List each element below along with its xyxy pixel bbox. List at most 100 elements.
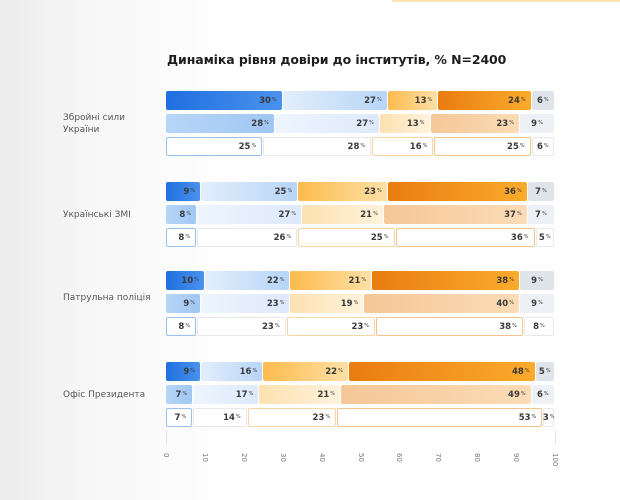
data-label: 9 — [531, 118, 538, 129]
bar-segment: 7% — [527, 182, 554, 201]
data-label: 27 — [356, 118, 369, 129]
data-label: 19 — [340, 298, 353, 309]
bar-segment: 22% — [263, 362, 348, 381]
data-label: 7 — [535, 209, 541, 220]
axis-edge-line — [555, 430, 556, 445]
data-label: 16 — [409, 141, 422, 152]
bar-segment: 16% — [201, 362, 263, 381]
bar-segment: 27% — [282, 91, 387, 110]
bar-segment: 16% — [372, 137, 434, 156]
data-label: 14 — [223, 412, 235, 423]
data-label: 26 — [273, 232, 286, 243]
percent-sign: % — [190, 299, 195, 306]
data-label: 25 — [274, 186, 287, 197]
percent-sign: % — [190, 367, 195, 374]
x-tick-label: 40 — [318, 453, 326, 462]
percent-sign: % — [286, 233, 292, 240]
chart-title: Динаміка рівня довіри до інститутів, % N… — [167, 52, 507, 67]
data-label: 24 — [508, 95, 520, 106]
bar-segment: 53% — [337, 408, 543, 427]
data-label: 6 — [536, 95, 543, 106]
bar-segment: 6% — [531, 385, 554, 404]
data-label: 6 — [536, 141, 543, 152]
bar-segment: 38% — [376, 317, 523, 336]
group-label: Українські ЗМІ — [63, 210, 131, 220]
data-label: 53 — [518, 412, 531, 423]
bar-segment: 23% — [298, 182, 387, 201]
percent-sign: % — [538, 299, 543, 306]
percent-sign: % — [509, 276, 514, 283]
bar-segment: 21% — [302, 205, 383, 224]
data-label: 28 — [347, 141, 360, 152]
percent-sign: % — [274, 322, 280, 329]
percent-sign: % — [541, 210, 547, 217]
bar-segment: 27% — [197, 205, 302, 224]
bar-segment: 9% — [519, 294, 554, 313]
x-tick-label: 20 — [240, 453, 248, 462]
data-label: 21 — [360, 209, 373, 220]
bar-segment: 10% — [166, 271, 204, 290]
percent-sign: % — [271, 96, 277, 103]
bar-segment: 27% — [274, 114, 379, 133]
percent-sign: % — [545, 367, 551, 374]
percent-sign: % — [330, 390, 336, 397]
x-tick-label: 80 — [473, 453, 481, 462]
bar-segment: 21% — [290, 271, 372, 290]
bar-segment: 23% — [430, 114, 519, 133]
data-label: 38 — [496, 275, 509, 286]
percent-sign: % — [509, 119, 514, 126]
x-tick-label: 50 — [357, 453, 365, 462]
bar-segment: 8% — [166, 317, 197, 336]
bar-segment: 21% — [259, 385, 341, 404]
data-label: 9 — [531, 275, 538, 286]
data-label: 23 — [351, 321, 364, 332]
data-label: 9 — [183, 186, 190, 197]
bar-segment: 9% — [519, 114, 554, 133]
percent-sign: % — [279, 276, 285, 283]
percent-sign: % — [186, 210, 192, 217]
percent-sign: % — [540, 322, 545, 329]
percent-sign: % — [383, 233, 389, 240]
data-label: 23 — [496, 118, 509, 129]
bar-segment: 5% — [535, 362, 554, 381]
percent-sign: % — [194, 276, 199, 283]
data-label: 49 — [508, 389, 520, 400]
bar-segment: 36% — [387, 182, 527, 201]
data-label: 22 — [266, 275, 279, 286]
percent-sign: % — [369, 119, 374, 126]
percent-sign: % — [287, 187, 293, 194]
data-label: 17 — [235, 389, 248, 400]
bar-segment: 23% — [286, 317, 376, 336]
percent-sign: % — [185, 322, 191, 329]
percent-sign: % — [235, 413, 241, 420]
percent-sign: % — [519, 142, 525, 149]
percent-sign: % — [361, 276, 367, 283]
x-tick-label: 100 — [551, 453, 559, 467]
bar-segment: 8% — [166, 205, 197, 224]
bar-segment: 8% — [523, 317, 554, 336]
bar-segment: 36% — [395, 228, 535, 247]
data-label: 25 — [507, 141, 519, 152]
bar-segment: 9% — [166, 362, 200, 381]
x-tick-label: 30 — [279, 453, 287, 462]
bar-segment: 5% — [535, 228, 554, 247]
bar-segment: 23% — [201, 294, 290, 313]
data-label: 30 — [259, 95, 271, 106]
bar-segment: 22% — [204, 271, 290, 290]
data-label: 23 — [364, 186, 376, 197]
data-label: 7 — [175, 389, 182, 400]
data-label: 25 — [370, 232, 383, 243]
data-label: 36 — [510, 232, 523, 243]
group-label: Офіс Президента — [63, 390, 146, 400]
percent-sign: % — [520, 96, 526, 103]
data-label: 40 — [496, 298, 509, 309]
data-label: 9 — [531, 298, 538, 309]
data-label: 25 — [238, 141, 251, 152]
percent-sign: % — [373, 210, 378, 217]
bar-segment: 9% — [166, 294, 200, 313]
percent-sign: % — [512, 322, 517, 329]
percent-sign: % — [549, 413, 555, 420]
bar-segment: 3% — [543, 408, 555, 427]
percent-sign: % — [251, 142, 257, 149]
percent-sign: % — [427, 96, 433, 103]
